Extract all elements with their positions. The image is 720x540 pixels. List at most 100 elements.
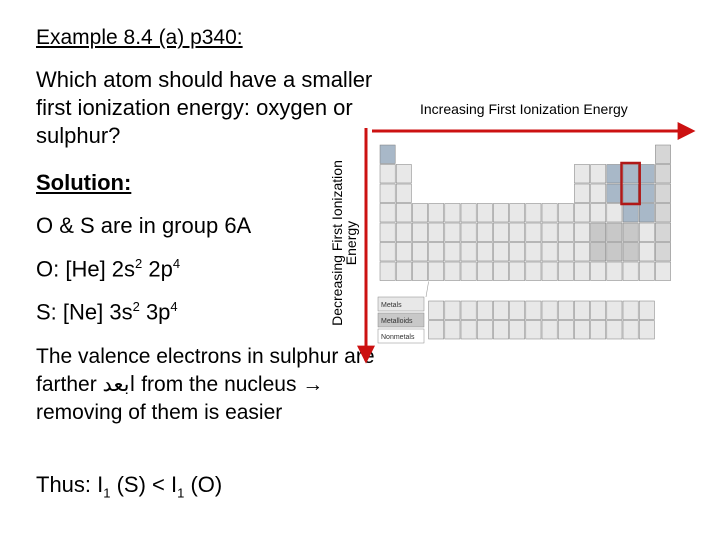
- element-cell: [622, 222, 639, 242]
- element-cell: [493, 320, 509, 340]
- element-cell: [590, 242, 607, 262]
- element-cell: [541, 320, 558, 340]
- element-cell: [541, 300, 558, 320]
- element-cell: [590, 320, 607, 340]
- element-cell: [557, 222, 574, 242]
- element-cell: [379, 242, 396, 262]
- legend-swatch-nonmetals: [377, 328, 425, 344]
- o-s-highlight: [620, 161, 641, 206]
- element-cell: [622, 242, 639, 262]
- element-cell: [655, 164, 671, 184]
- element-cell: [590, 300, 607, 320]
- element-cell: [622, 300, 639, 320]
- element-cell: [379, 261, 396, 281]
- legend-label-nonmetals: Nonmetals: [381, 334, 415, 341]
- element-cell: [557, 203, 574, 223]
- element-cell: [574, 164, 590, 184]
- element-cell: [476, 203, 493, 223]
- element-cell: [622, 320, 639, 340]
- element-cell: [655, 261, 671, 281]
- element-cell: [444, 261, 461, 281]
- question-text: Which atom should have a smaller first i…: [36, 67, 373, 148]
- element-cell: [638, 164, 655, 184]
- element-cell: [541, 242, 558, 262]
- element-cell: [476, 320, 493, 340]
- periodic-table-image: Metals Metalloids Nonmetals: [377, 144, 671, 344]
- element-cell: [574, 320, 590, 340]
- element-cell: [606, 300, 623, 320]
- element-cell: [379, 144, 396, 164]
- element-cell: [412, 222, 428, 242]
- element-cell: [460, 300, 477, 320]
- element-cell: [574, 183, 590, 203]
- element-cell: [460, 222, 477, 242]
- element-cell: [638, 203, 655, 223]
- element-cell: [493, 261, 509, 281]
- element-cell: [476, 261, 493, 281]
- legend-swatch-metalloids: [377, 312, 425, 328]
- element-cell: [428, 222, 445, 242]
- element-cell: [590, 183, 607, 203]
- element-cell: [509, 203, 526, 223]
- element-cell: [395, 164, 412, 184]
- element-cell: [525, 203, 542, 223]
- element-cell: [622, 183, 639, 203]
- element-cell: [428, 320, 445, 340]
- element-cell: [395, 183, 412, 203]
- element-cell: [493, 242, 509, 262]
- element-cell: [395, 203, 412, 223]
- element-cell: [379, 222, 396, 242]
- element-cell: [655, 144, 671, 164]
- element-cell: [606, 183, 623, 203]
- element-cell: [493, 203, 509, 223]
- element-cell: [428, 203, 445, 223]
- element-cell: [525, 261, 542, 281]
- element-cell: [638, 242, 655, 262]
- element-cell: [606, 242, 623, 262]
- element-cell: [557, 320, 574, 340]
- group-line: O & S are in group 6A: [36, 213, 252, 238]
- element-cell: [606, 222, 623, 242]
- element-cell: [606, 203, 623, 223]
- oxygen-config: O: [He] 2s2 2p4: [36, 256, 181, 282]
- element-cell: [428, 261, 445, 281]
- element-cell: [655, 203, 671, 223]
- element-cell: [428, 300, 445, 320]
- element-cell: [606, 320, 623, 340]
- conclusion: Thus: I1 (S) < I1 (O): [36, 472, 223, 501]
- element-cell: [655, 242, 671, 262]
- element-cell: [379, 203, 396, 223]
- element-cell: [412, 203, 428, 223]
- element-cell: [574, 203, 590, 223]
- element-cell: [622, 164, 639, 184]
- element-cell: [541, 203, 558, 223]
- element-cell: [557, 261, 574, 281]
- element-cell: [574, 242, 590, 262]
- element-cell: [622, 261, 639, 281]
- element-cell: [509, 300, 526, 320]
- element-cell: [379, 164, 396, 184]
- element-cell: [493, 300, 509, 320]
- element-cell: [557, 300, 574, 320]
- element-cell: [509, 261, 526, 281]
- element-cell: [444, 320, 461, 340]
- element-cell: [395, 222, 412, 242]
- element-cell: [606, 261, 623, 281]
- element-cell: [460, 203, 477, 223]
- valence-explanation: The valence electrons in sulphur are far…: [36, 345, 375, 424]
- legend-label-metals: Metals: [381, 302, 402, 309]
- element-cell: [509, 242, 526, 262]
- element-cell: [412, 261, 428, 281]
- element-cell: [590, 164, 607, 184]
- element-cell: [460, 261, 477, 281]
- element-cell: [574, 300, 590, 320]
- element-cell: [638, 320, 655, 340]
- increasing-ie-label: Increasing First Ionization Energy: [420, 101, 628, 117]
- element-cell: [557, 242, 574, 262]
- element-cell: [460, 320, 477, 340]
- element-cell: [606, 164, 623, 184]
- element-cell: [590, 203, 607, 223]
- element-cell: [395, 242, 412, 262]
- element-cell: [541, 261, 558, 281]
